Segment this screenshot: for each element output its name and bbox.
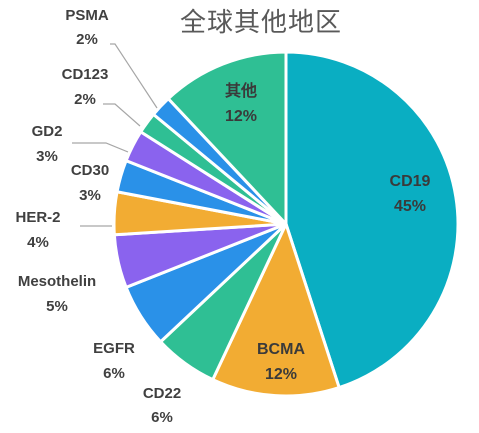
slice-name-label-bcma: BCMA [257,341,305,358]
slice-percent-label-cd123: 2% [74,91,96,108]
slice-percent-label-cd30: 3% [79,187,101,204]
slice-name-label-cd30: CD30 [71,162,109,179]
slice-percent-label-gd2: 3% [36,148,58,165]
chart-title: 全球其他地区 [180,8,343,38]
pie-slice-bcma [211,222,341,398]
slice-name-label-cd123: CD123 [62,66,109,83]
slice-percent-label-mesothelin: 5% [46,298,68,315]
slice-name-label-其他: 其他 [225,81,257,100]
slice-percent-label-her-2: 4% [27,234,49,251]
slice-name-label-gd2: GD2 [32,123,63,140]
leader-line-cd123 [103,103,141,127]
slice-percent-label-其他: 12% [225,108,257,125]
slice-name-label-mesothelin: Mesothelin [18,273,96,290]
slice-percent-label-cd22: 6% [151,409,173,426]
pie-slice-其他 [166,50,288,226]
leader-line-gd2 [72,142,129,153]
slice-name-label-her-2: HER-2 [15,209,60,226]
slice-name-label-cd19: CD19 [390,173,431,190]
slice-percent-label-cd19: 45% [394,198,426,215]
slice-percent-label-psma: 2% [76,31,98,48]
slice-name-label-egfr: EGFR [93,340,135,357]
leader-line-psma [110,43,158,109]
slice-percent-label-egfr: 6% [103,365,125,382]
slice-name-label-psma: PSMA [65,7,109,24]
slice-percent-label-bcma: 12% [265,366,297,383]
pie-slice-cd19 [284,50,460,390]
slice-name-label-cd22: CD22 [143,385,181,402]
